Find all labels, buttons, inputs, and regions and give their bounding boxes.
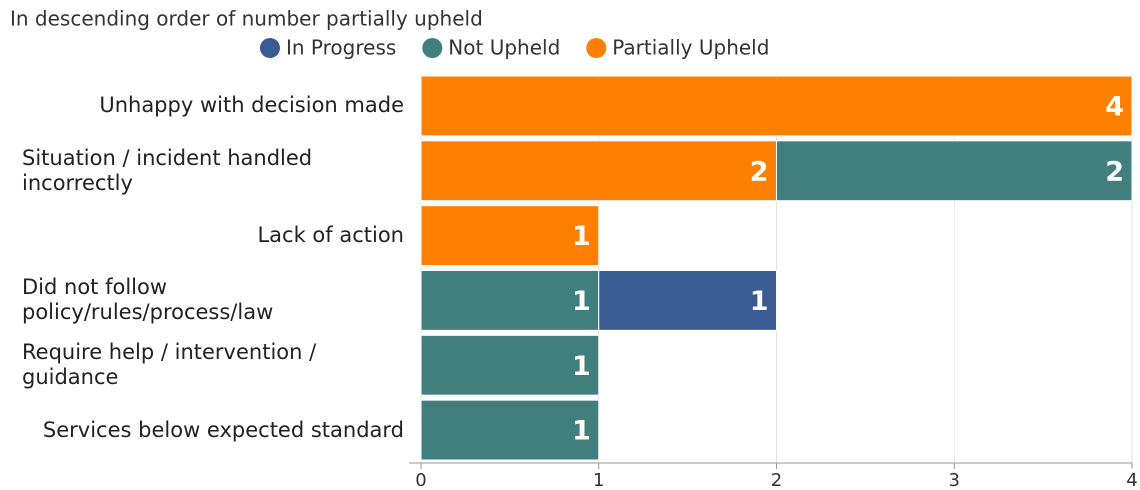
x-tick-label: 2 bbox=[771, 470, 782, 490]
category-text: Situation / incident handled incorrectly bbox=[22, 145, 313, 195]
y-tick-label: Did not follow policy/rules/process/law bbox=[22, 271, 404, 331]
y-tick-label: Require help / intervention / guidance bbox=[22, 335, 404, 395]
legend: In Progress Not Upheld Partially Upheld bbox=[260, 36, 769, 60]
data-label: 1 bbox=[572, 351, 591, 382]
category-text: Services below expected standard bbox=[42, 417, 404, 442]
x-tick-label: 3 bbox=[949, 470, 960, 490]
legend-label: Not Upheld bbox=[448, 36, 560, 60]
bar bbox=[598, 270, 777, 331]
legend-label: Partially Upheld bbox=[612, 36, 769, 60]
data-label: 1 bbox=[572, 286, 591, 317]
data-label: 1 bbox=[750, 286, 769, 317]
legend-marker bbox=[422, 38, 443, 58]
x-tick-label: 4 bbox=[1126, 470, 1137, 490]
data-label: 1 bbox=[572, 221, 591, 252]
y-tick-label: Lack of action bbox=[22, 206, 404, 266]
legend-marker bbox=[260, 38, 280, 58]
bar bbox=[420, 399, 600, 461]
bar bbox=[420, 205, 600, 267]
data-label: 4 bbox=[1105, 91, 1124, 122]
y-tick-label: Services below expected standard bbox=[22, 400, 404, 460]
bar bbox=[420, 140, 777, 202]
bar bbox=[420, 334, 600, 396]
x-tick-label: 0 bbox=[415, 470, 426, 490]
data-label: 2 bbox=[1105, 156, 1124, 187]
legend-marker bbox=[586, 38, 607, 58]
category-text: Did not follow policy/rules/process/law bbox=[22, 275, 274, 325]
bar bbox=[776, 140, 1133, 202]
legend-label: In Progress bbox=[286, 36, 396, 60]
x-tick-label: 1 bbox=[593, 470, 604, 490]
y-tick-label: Situation / incident handled incorrectly bbox=[22, 141, 404, 201]
category-text: Lack of action bbox=[257, 223, 404, 248]
category-text: Unhappy with decision made bbox=[99, 93, 404, 118]
bar bbox=[420, 270, 600, 331]
data-label: 2 bbox=[750, 156, 769, 187]
chart-subtitle: In descending order of number partially … bbox=[10, 7, 483, 31]
bar bbox=[420, 75, 1133, 137]
y-tick-label: Unhappy with decision made bbox=[22, 76, 404, 136]
data-label: 1 bbox=[572, 416, 591, 447]
category-text: Require help / intervention / guidance bbox=[22, 340, 317, 390]
